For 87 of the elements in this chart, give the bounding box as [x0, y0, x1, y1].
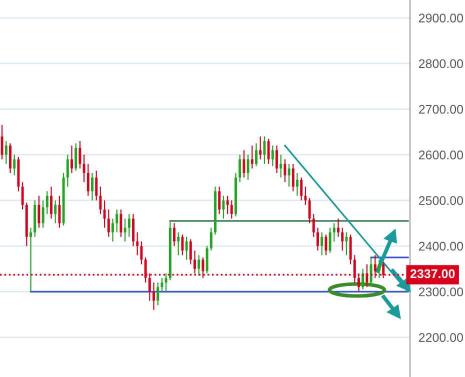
candlestick — [50, 186, 52, 220]
candlestick — [276, 145, 278, 174]
candlestick — [120, 208, 122, 238]
candlestick — [324, 234, 328, 256]
candlestick — [66, 154, 69, 188]
candlestick — [218, 186, 221, 215]
candlestick — [345, 232, 348, 256]
candlestick — [238, 154, 242, 183]
candlestick — [263, 136, 266, 164]
candlestick — [140, 240, 143, 265]
y-tick-label: 2200.00 — [418, 333, 464, 342]
candlestick — [189, 238, 192, 265]
candlestick — [332, 222, 336, 242]
candlestick — [304, 186, 307, 206]
y-tick-label: 2900.00 — [418, 14, 464, 22]
candlestick — [288, 163, 290, 188]
candlestick — [316, 227, 319, 252]
candlestick — [38, 195, 40, 228]
candlestick — [312, 214, 315, 238]
candlestick — [328, 227, 332, 254]
candlestick — [242, 150, 246, 178]
candlestick — [337, 218, 340, 238]
candlestick — [74, 142, 78, 172]
candlestick — [156, 282, 160, 306]
candlestick — [230, 200, 233, 220]
candlestick — [46, 190, 48, 215]
candlestick — [300, 176, 303, 201]
y-tick-label: 2400.00 — [418, 242, 464, 251]
candlestick — [246, 154, 250, 180]
candlestick — [226, 195, 229, 215]
y-tick-label: 2600.00 — [418, 150, 464, 160]
candlestick — [296, 172, 298, 196]
candlestick — [42, 200, 44, 228]
candlestick — [181, 234, 184, 256]
y-tick-label: 2800.00 — [418, 59, 464, 68]
candlestick — [362, 268, 364, 290]
candlestick — [54, 200, 57, 224]
candlestick — [95, 170, 98, 201]
candlestick — [9, 142, 12, 174]
candlestick — [292, 163, 294, 192]
candlestick — [13, 154, 16, 176]
candlestick — [107, 208, 110, 238]
candlestick — [271, 145, 274, 167]
candlestick — [255, 142, 258, 167]
candlestick — [91, 172, 94, 201]
candlestick — [370, 256, 372, 286]
candlestick — [152, 282, 155, 310]
candlestick — [78, 140, 82, 169]
candlestick — [308, 198, 311, 224]
candlestick — [136, 232, 139, 256]
candlestick — [116, 208, 118, 233]
candlestick — [164, 272, 168, 292]
candlestick — [160, 277, 164, 292]
candlestick — [320, 232, 324, 256]
candlestick — [259, 136, 262, 160]
candlestick — [124, 218, 126, 242]
candlestick — [112, 218, 114, 242]
ref-line-label: 2337.00 — [410, 269, 455, 278]
candlestick — [222, 195, 225, 220]
candlestick — [58, 195, 61, 228]
candlestick — [132, 214, 134, 247]
candlestick — [284, 158, 286, 183]
candlestick — [103, 200, 106, 228]
candlestick — [70, 145, 73, 174]
candlestick — [341, 227, 344, 252]
candlestick — [177, 232, 180, 256]
candlestick — [378, 259, 380, 279]
y-tick-label: 2500.00 — [418, 196, 464, 206]
candlestick — [82, 154, 86, 183]
candlestick — [128, 214, 130, 238]
candlestick — [280, 154, 282, 178]
candlestick — [4, 140, 8, 164]
candlestick — [349, 234, 352, 265]
candlestick — [0, 124, 4, 160]
candlestick — [210, 227, 212, 252]
candlestick — [198, 254, 200, 276]
candlestick — [173, 222, 176, 247]
candlestick — [99, 186, 102, 215]
candlestick — [250, 145, 254, 169]
candlestick — [86, 163, 90, 196]
y-tick-label: 2700.00 — [418, 104, 464, 114]
candlestick — [206, 245, 208, 274]
y-tick-label: 2300.00 — [418, 287, 464, 296]
candlestick — [21, 182, 24, 210]
candlestick — [185, 236, 188, 260]
candlestick — [30, 227, 32, 292]
candlestick — [267, 138, 270, 164]
